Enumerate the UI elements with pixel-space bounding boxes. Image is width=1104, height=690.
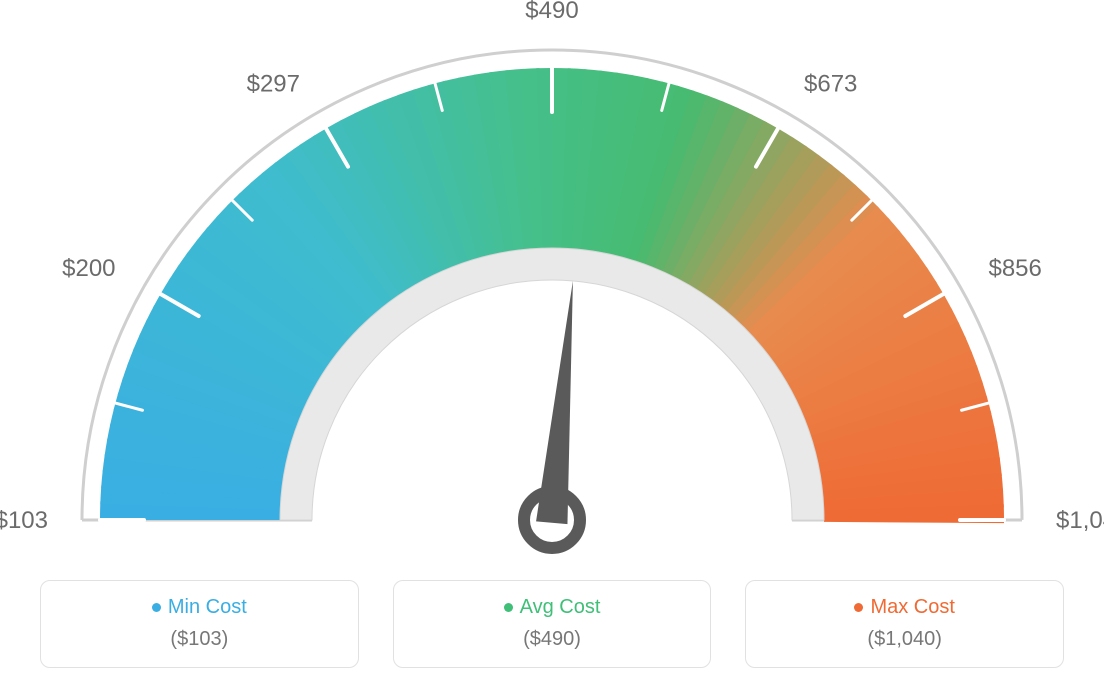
gauge-tick-label: $200: [62, 255, 115, 282]
legend-card-max: Max Cost ($1,040): [745, 580, 1064, 668]
legend-title-min: Min Cost: [51, 596, 348, 619]
gauge-tick-label: $297: [247, 71, 300, 98]
legend-label: Max Cost: [870, 596, 954, 619]
legend-title-max: Max Cost: [756, 596, 1053, 619]
legend-card-min: Min Cost ($103): [40, 580, 359, 668]
legend-value: ($1,040): [756, 628, 1053, 651]
legend-card-avg: Avg Cost ($490): [393, 580, 712, 668]
gauge-svg: $103 $200 $297 $490 $673 $856 $1,040: [0, 0, 1104, 560]
gauge-tick-label: $1,040: [1056, 507, 1104, 534]
legend-row: Min Cost ($103) Avg Cost ($490) Max Cost…: [0, 580, 1104, 668]
gauge-tick-label: $856: [988, 255, 1041, 282]
gauge-tick-label: $673: [804, 71, 857, 98]
legend-value: ($103): [51, 628, 348, 651]
legend-value: ($490): [404, 628, 701, 651]
cost-gauge-chart: $103 $200 $297 $490 $673 $856 $1,040: [0, 0, 1104, 560]
gauge-tick-label: $103: [0, 507, 48, 534]
dot-icon: [504, 603, 513, 612]
dot-icon: [152, 603, 161, 612]
dot-icon: [854, 603, 863, 612]
gauge-tick-label: $490: [525, 0, 578, 24]
legend-title-avg: Avg Cost: [404, 596, 701, 619]
legend-label: Min Cost: [168, 596, 247, 619]
legend-label: Avg Cost: [520, 596, 601, 619]
